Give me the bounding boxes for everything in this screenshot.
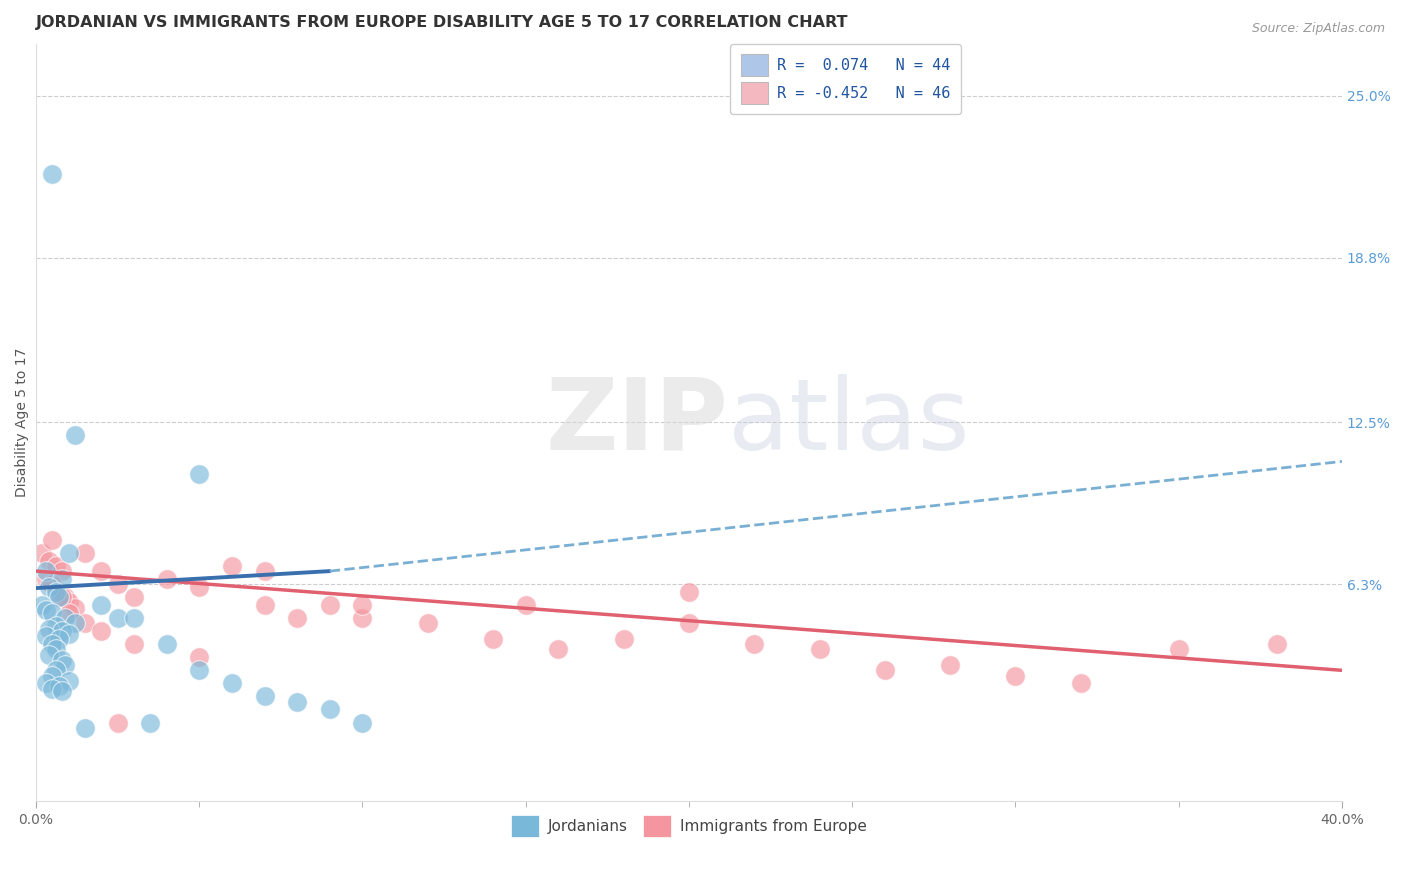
Point (253, 564, 276, 578)
Point (253, 598, 276, 612)
Point (90, 564, 112, 578)
Point (352, 598, 374, 612)
Point (38, 648, 60, 662)
Point (678, 585, 700, 599)
Point (63, 600, 86, 615)
Point (188, 467, 211, 482)
Point (155, 572, 177, 586)
Point (44, 619, 66, 633)
Point (122, 611, 145, 625)
Legend: Jordanians, Immigrants from Europe: Jordanians, Immigrants from Europe (502, 806, 876, 847)
Point (285, 611, 308, 625)
Point (41, 681, 63, 696)
Point (107, 577, 129, 591)
Point (107, 611, 129, 625)
Point (35, 564, 58, 578)
Point (352, 715, 374, 730)
Point (44, 558, 66, 573)
Point (48, 585, 70, 599)
Point (51, 624, 73, 639)
Point (63, 616, 86, 631)
Point (44, 663, 66, 677)
Point (90, 624, 112, 639)
Point (139, 715, 162, 730)
Point (41, 577, 63, 591)
Point (1167, 642, 1189, 657)
Point (613, 632, 636, 646)
Point (188, 663, 211, 677)
Point (35, 603, 58, 617)
Point (73, 616, 96, 631)
Point (808, 642, 831, 657)
Point (188, 580, 211, 594)
Point (515, 598, 537, 612)
Point (48, 679, 70, 693)
Point (41, 533, 63, 547)
Text: Source: ZipAtlas.com: Source: ZipAtlas.com (1251, 22, 1385, 36)
Point (416, 616, 439, 631)
Point (188, 650, 211, 665)
Point (58, 606, 80, 620)
Point (51, 564, 73, 578)
Point (73, 721, 96, 735)
Point (35, 629, 58, 643)
Point (90, 598, 112, 612)
Point (742, 637, 765, 651)
Point (48, 632, 70, 646)
Point (352, 611, 374, 625)
Point (51, 572, 73, 586)
Point (939, 658, 962, 673)
Point (63, 428, 86, 442)
Point (51, 591, 73, 605)
Point (41, 668, 63, 682)
Point (53, 611, 76, 625)
Point (319, 598, 342, 612)
Point (35, 572, 58, 586)
Point (155, 637, 177, 651)
Point (1070, 676, 1092, 690)
Point (122, 591, 145, 605)
Point (31, 598, 53, 612)
Point (221, 676, 243, 690)
Point (73, 546, 96, 560)
Point (51, 684, 73, 698)
Y-axis label: Disability Age 5 to 17: Disability Age 5 to 17 (15, 348, 30, 497)
Point (253, 690, 276, 704)
Point (221, 558, 243, 573)
Point (873, 663, 896, 677)
Text: ZIP: ZIP (546, 374, 728, 471)
Point (482, 632, 505, 646)
Point (122, 637, 145, 651)
Point (35, 676, 58, 690)
Text: JORDANIAN VS IMMIGRANTS FROM EUROPE DISABILITY AGE 5 TO 17 CORRELATION CHART: JORDANIAN VS IMMIGRANTS FROM EUROPE DISA… (37, 15, 848, 30)
Point (48, 591, 70, 605)
Point (58, 673, 80, 688)
Point (58, 627, 80, 641)
Point (319, 702, 342, 716)
Text: atlas: atlas (728, 374, 970, 471)
Point (678, 616, 700, 631)
Point (38, 554, 60, 568)
Point (53, 591, 76, 605)
Point (44, 585, 66, 599)
Point (547, 642, 569, 657)
Point (58, 595, 80, 609)
Point (41, 167, 63, 181)
Point (107, 715, 129, 730)
Point (38, 580, 60, 594)
Point (51, 653, 73, 667)
Point (285, 695, 308, 709)
Point (38, 622, 60, 636)
Point (44, 642, 66, 657)
Point (1265, 637, 1288, 651)
Point (1004, 668, 1026, 682)
Point (31, 546, 53, 560)
Point (53, 658, 76, 673)
Point (58, 546, 80, 560)
Point (41, 606, 63, 620)
Point (41, 637, 63, 651)
